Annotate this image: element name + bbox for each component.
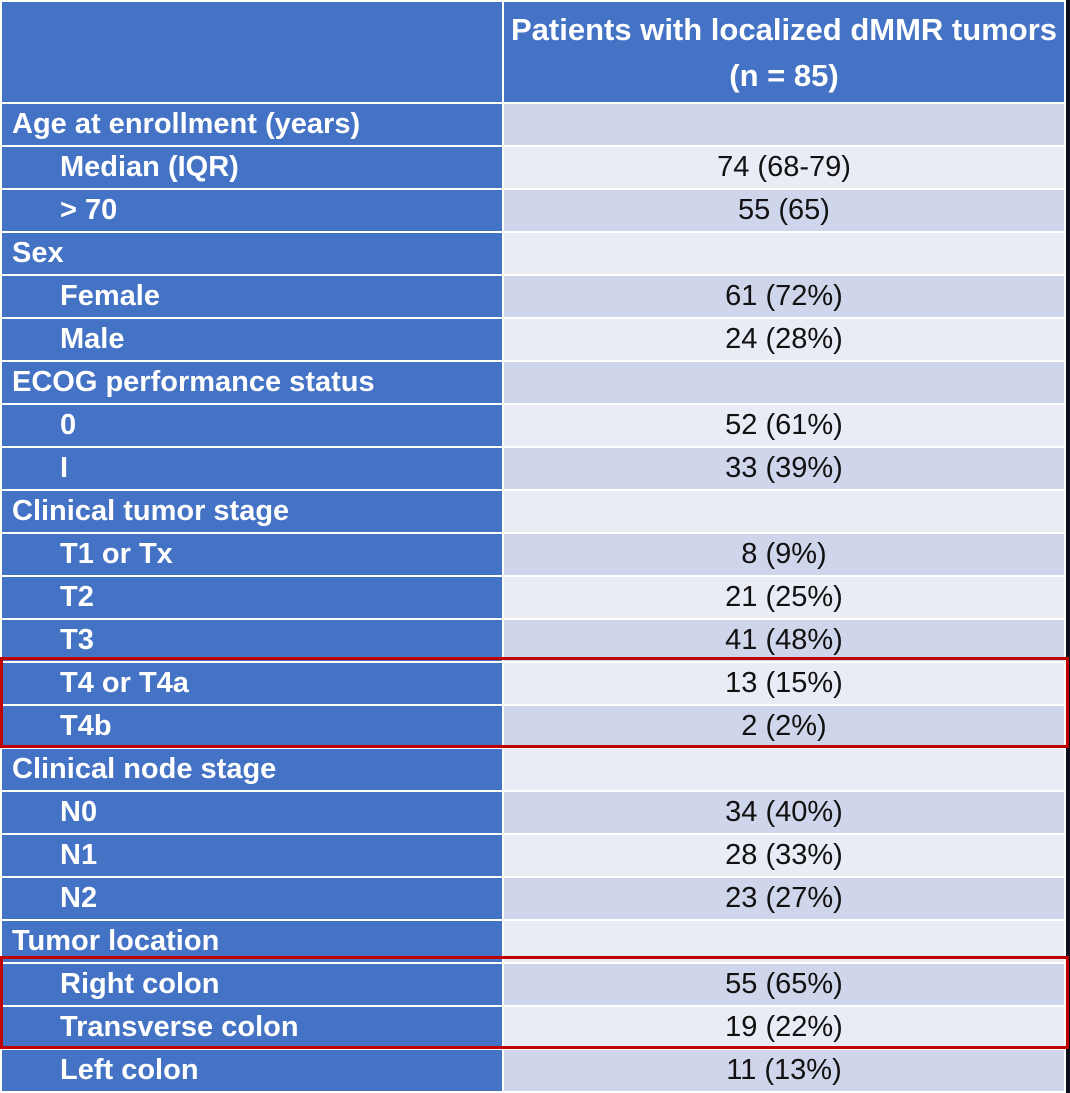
row-value: 61 (72%) (502, 274, 1066, 319)
row-label: Right colon (0, 962, 504, 1007)
row-label: T4b (0, 704, 504, 749)
row-value: 41 (48%) (502, 618, 1066, 663)
table-row: T4 or T4a 13 (15%) (0, 661, 1066, 706)
row-value: 2 (2%) (502, 704, 1066, 749)
row-value: 33 (39%) (502, 446, 1066, 491)
table-row: T4b 2 (2%) (0, 704, 1066, 749)
row-value (502, 919, 1066, 964)
row-label: N1 (0, 833, 504, 878)
row-label: I (0, 446, 504, 491)
table-row: Female 61 (72%) (0, 274, 1066, 319)
table-row: Left colon 11 (13%) (0, 1048, 1066, 1093)
table-row: N1 28 (33%) (0, 833, 1066, 878)
table-row: Clinical tumor stage (0, 489, 1066, 534)
row-value: 23 (27%) (502, 876, 1066, 921)
row-value: 55 (65%) (502, 962, 1066, 1007)
row-label: Male (0, 317, 504, 362)
row-label: T2 (0, 575, 504, 620)
category-label: Clinical tumor stage (0, 489, 504, 534)
row-value: 13 (15%) (502, 661, 1066, 706)
row-label: Transverse colon (0, 1005, 504, 1050)
row-value: 55 (65) (502, 188, 1066, 233)
table-row: ECOG performance status (0, 360, 1066, 405)
row-value: 21 (25%) (502, 575, 1066, 620)
row-value: 34 (40%) (502, 790, 1066, 835)
table-row: T2 21 (25%) (0, 575, 1066, 620)
table-row: Right colon 55 (65%) (0, 962, 1066, 1007)
row-label: T4 or T4a (0, 661, 504, 706)
row-value (502, 231, 1066, 276)
table-row: Sex (0, 231, 1066, 276)
row-value: 24 (28%) (502, 317, 1066, 362)
category-label: Tumor location (0, 919, 504, 964)
table-row: T1 or Tx 8 (9%) (0, 532, 1066, 577)
row-label: T1 or Tx (0, 532, 504, 577)
category-label: Sex (0, 231, 504, 276)
table-row: Clinical node stage (0, 747, 1066, 792)
column-header: Patients with localized dMMR tumors (n =… (502, 0, 1066, 104)
table-row: 0 52 (61%) (0, 403, 1066, 448)
table-row: N0 34 (40%) (0, 790, 1066, 835)
row-label: N0 (0, 790, 504, 835)
table-row: T3 41 (48%) (0, 618, 1066, 663)
table-row: Tumor location (0, 919, 1066, 964)
table-row: N2 23 (27%) (0, 876, 1066, 921)
table-row: Age at enrollment (years) (0, 102, 1066, 147)
row-value (502, 102, 1066, 147)
category-label: Clinical node stage (0, 747, 504, 792)
row-label: Female (0, 274, 504, 319)
row-value (502, 360, 1066, 405)
table-row: Median (IQR) 74 (68-79) (0, 145, 1066, 190)
row-value: 8 (9%) (502, 532, 1066, 577)
category-label: Age at enrollment (years) (0, 102, 504, 147)
row-label: N2 (0, 876, 504, 921)
row-label: 0 (0, 403, 504, 448)
table-row: Male 24 (28%) (0, 317, 1066, 362)
row-label: > 70 (0, 188, 504, 233)
category-label: ECOG performance status (0, 360, 504, 405)
row-value: 28 (33%) (502, 833, 1066, 878)
row-label: T3 (0, 618, 504, 663)
row-value: 52 (61%) (502, 403, 1066, 448)
row-value (502, 489, 1066, 534)
table-row: > 70 55 (65) (0, 188, 1066, 233)
row-value: 11 (13%) (502, 1048, 1066, 1093)
header-corner-cell (0, 0, 504, 104)
header-row: Patients with localized dMMR tumors (n =… (0, 0, 1066, 104)
row-value: 74 (68-79) (502, 145, 1066, 190)
table-row: Transverse colon 19 (22%) (0, 1005, 1066, 1050)
table-row: I 33 (39%) (0, 446, 1066, 491)
row-value (502, 747, 1066, 792)
row-value: 19 (22%) (502, 1005, 1066, 1050)
row-label: Median (IQR) (0, 145, 504, 190)
row-label: Left colon (0, 1048, 504, 1093)
